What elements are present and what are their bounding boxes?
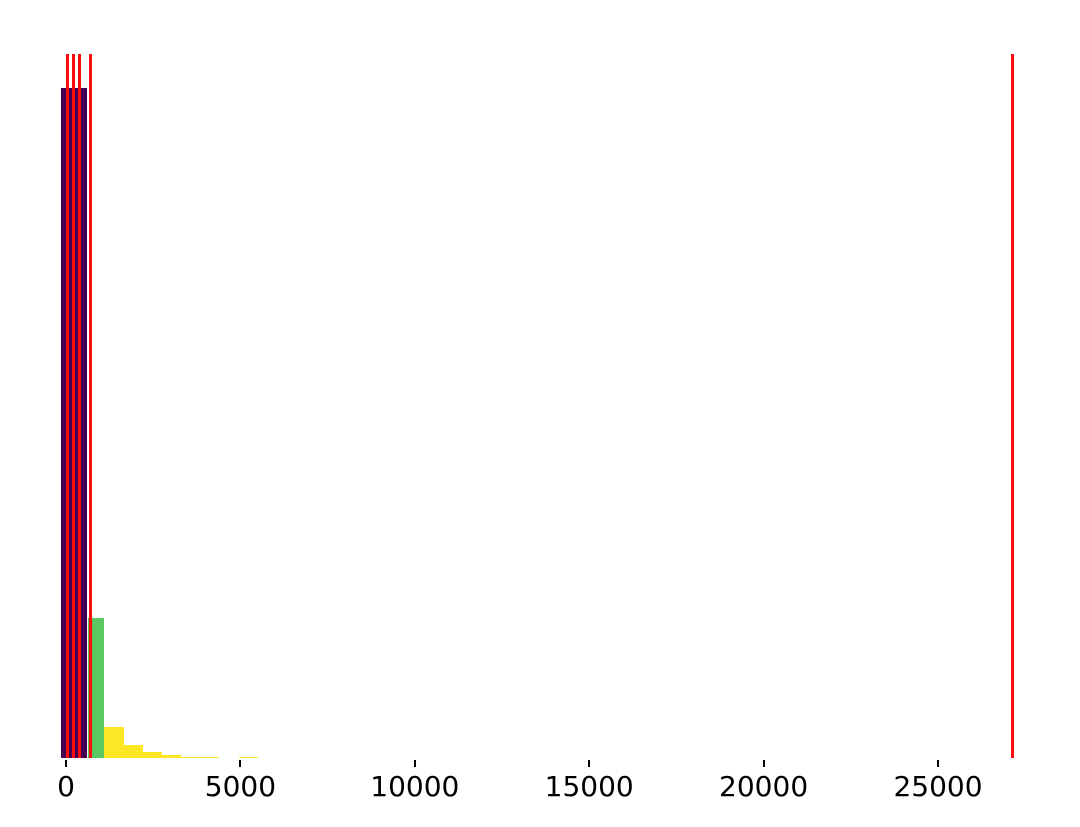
yellow-histogram-bar [181, 757, 201, 758]
x-tick-label: 20000 [719, 770, 809, 803]
yellow-histogram-bar [104, 727, 124, 758]
red-vline [88, 54, 92, 758]
x-tick-label: 15000 [544, 770, 634, 803]
x-tick-mark [762, 760, 765, 767]
yellow-histogram-bar [161, 755, 182, 758]
x-tick-label: 5000 [204, 770, 277, 803]
x-tick-mark [65, 760, 67, 767]
red-vline [72, 54, 75, 758]
x-tick-mark [413, 760, 416, 767]
yellow-histogram-bar [123, 745, 143, 758]
x-tick-mark [239, 760, 242, 767]
red-vline [65, 54, 69, 758]
x-tick-mark [588, 760, 591, 767]
yellow-histogram-bar [142, 752, 162, 758]
yellow-histogram-bar [238, 757, 258, 758]
x-tick-label: 0 [57, 770, 75, 803]
red-vline [78, 54, 82, 758]
yellow-histogram-bar [200, 757, 220, 758]
x-tick-mark [937, 760, 939, 767]
red-vline [1011, 54, 1015, 758]
x-tick-label: 25000 [893, 770, 983, 803]
x-tick-label: 10000 [370, 770, 460, 803]
green-histogram-bar [88, 618, 105, 758]
